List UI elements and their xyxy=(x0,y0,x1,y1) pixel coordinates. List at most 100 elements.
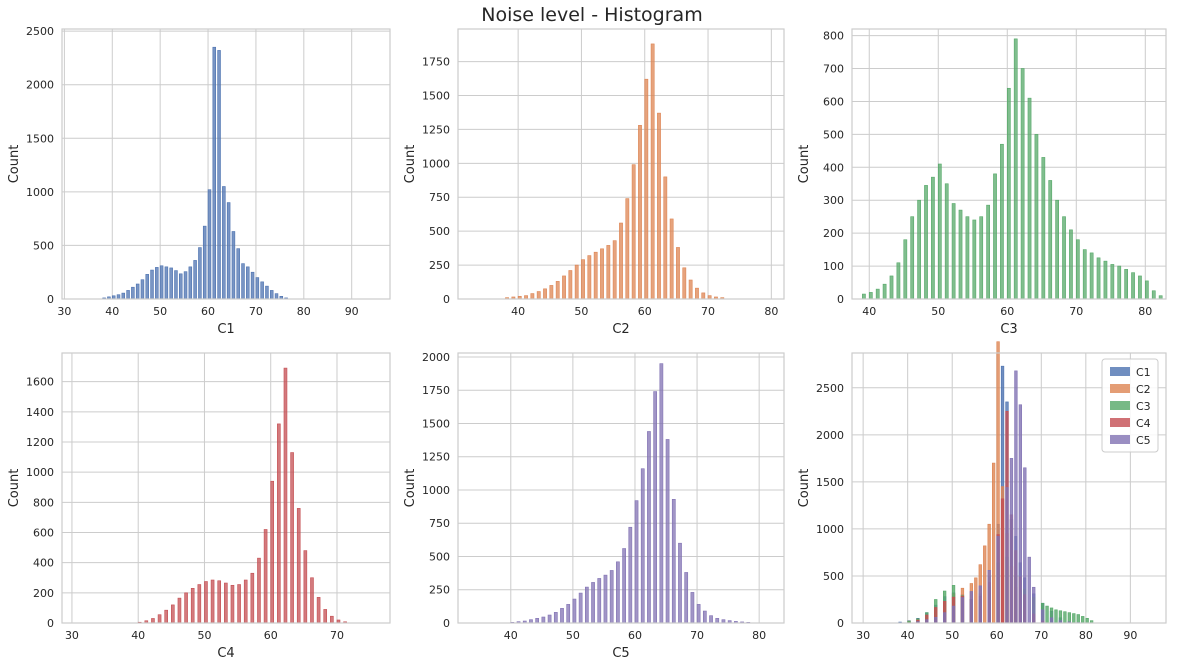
y-tick-label: 1200 xyxy=(26,436,54,449)
histogram-bar xyxy=(535,618,540,624)
histogram-bar xyxy=(631,164,636,300)
legend-swatch xyxy=(1110,435,1130,444)
legend-entry: C1 xyxy=(1136,366,1151,379)
chart-panel-2: 40 50 60 70 80 0 250 500 750 1000 1250 1500 1750 C2 Co… xyxy=(403,28,785,337)
histogram-bar xyxy=(917,199,921,300)
histogram-bar xyxy=(983,545,987,624)
histogram-bar xyxy=(574,264,579,300)
x-tick-label: 50 xyxy=(197,629,211,642)
x-tick-label: 70 xyxy=(249,305,263,318)
histogram-bar xyxy=(155,267,159,300)
histogram-bar xyxy=(1085,617,1089,624)
y-tick-label: 2500 xyxy=(816,382,844,395)
histogram-bar xyxy=(1000,498,1005,624)
histogram-bar xyxy=(1076,614,1080,624)
histogram-bar xyxy=(943,612,947,624)
legend-swatch xyxy=(1110,418,1130,427)
histogram-bar xyxy=(581,259,585,300)
histogram-bar xyxy=(226,202,231,300)
histogram-bar xyxy=(682,267,687,300)
histogram-bar xyxy=(960,597,965,624)
histogram-bar xyxy=(1067,612,1071,624)
y-tick-label: 500 xyxy=(429,225,450,238)
x-tick-label: 70 xyxy=(690,629,704,642)
histogram-bar xyxy=(243,579,248,624)
x-axis-label: C2 xyxy=(612,322,629,337)
x-tick-label: 50 xyxy=(574,305,588,318)
y-tick-label: 250 xyxy=(429,259,450,272)
histogram-bar xyxy=(316,597,321,624)
histogram-bar xyxy=(1110,264,1115,300)
y-tick-label: 500 xyxy=(429,550,450,563)
y-tick-label: 1000 xyxy=(422,157,450,170)
y-tick-label: 1600 xyxy=(26,376,54,389)
histogram-bar xyxy=(951,605,956,624)
histogram-bar xyxy=(696,604,701,624)
histogram-bar xyxy=(265,285,269,300)
histogram-bar xyxy=(231,231,236,300)
histogram-bar xyxy=(663,176,668,300)
histogram-bar xyxy=(150,269,154,300)
histogram-bar xyxy=(164,266,169,300)
histogram-bar xyxy=(1103,260,1108,300)
histogram-bar xyxy=(217,580,221,624)
histogram-bar xyxy=(1151,290,1156,300)
histogram-bar xyxy=(650,43,655,300)
histogram-bar xyxy=(1006,87,1011,300)
histogram-bar xyxy=(974,577,978,624)
histogram-bar xyxy=(157,614,162,624)
histogram-bar xyxy=(562,275,566,300)
histogram-bar xyxy=(270,480,275,624)
histogram-bar xyxy=(330,615,334,624)
histogram-bar xyxy=(1018,404,1022,624)
histogram-bar xyxy=(600,248,604,300)
histogram-bar xyxy=(944,183,949,300)
histogram-bar xyxy=(978,585,982,624)
y-axis-label: Count xyxy=(797,469,812,508)
histogram-bar xyxy=(257,557,261,624)
legend-entry: C4 xyxy=(1136,417,1151,430)
histogram-bar xyxy=(1027,97,1032,300)
x-tick-label: 70 xyxy=(1069,305,1083,318)
y-tick-label: 600 xyxy=(33,526,54,539)
histogram-bar xyxy=(647,431,651,624)
x-tick-label: 40 xyxy=(105,305,119,318)
y-tick-label: 1750 xyxy=(422,56,450,69)
x-tick-label: 30 xyxy=(57,305,71,318)
histogram-bar xyxy=(640,468,645,624)
legend: C1 C2 C3 C4 C5 xyxy=(1101,358,1159,453)
legend-swatch xyxy=(1110,367,1130,376)
y-axis-label: Count xyxy=(403,469,418,508)
histogram-bar xyxy=(958,209,963,300)
histogram-bar xyxy=(568,270,573,300)
histogram-bar xyxy=(616,561,620,624)
legend-entry: C3 xyxy=(1136,400,1151,413)
histogram-bar xyxy=(593,251,598,300)
histogram-bar xyxy=(657,112,661,300)
x-tick-label: 40 xyxy=(504,629,518,642)
histogram-bar xyxy=(151,618,155,624)
histogram-bar xyxy=(164,609,168,624)
histogram-bar xyxy=(126,290,130,300)
x-tick-label: 80 xyxy=(764,305,778,318)
histogram-bar xyxy=(1020,68,1025,300)
histogram-bar xyxy=(1131,272,1135,300)
histogram-bar xyxy=(625,198,630,300)
histogram-bar xyxy=(934,617,938,624)
histogram-bar xyxy=(972,219,977,300)
histogram-bar xyxy=(536,291,541,300)
x-axis-label: C4 xyxy=(217,646,234,661)
histogram-bar xyxy=(250,572,255,624)
histogram-bar xyxy=(591,582,595,624)
histogram-bar xyxy=(924,185,928,300)
y-tick-label: 500 xyxy=(823,128,844,141)
histogram-bar xyxy=(1041,157,1046,300)
x-tick-label: 40 xyxy=(131,629,145,642)
x-axis-label: C1 xyxy=(217,322,234,337)
histogram-bar xyxy=(1045,605,1049,624)
histogram-bar xyxy=(310,577,314,624)
histogram-bar xyxy=(1049,617,1054,624)
axes-frame xyxy=(851,352,1167,624)
histogram-bar xyxy=(1072,613,1076,624)
